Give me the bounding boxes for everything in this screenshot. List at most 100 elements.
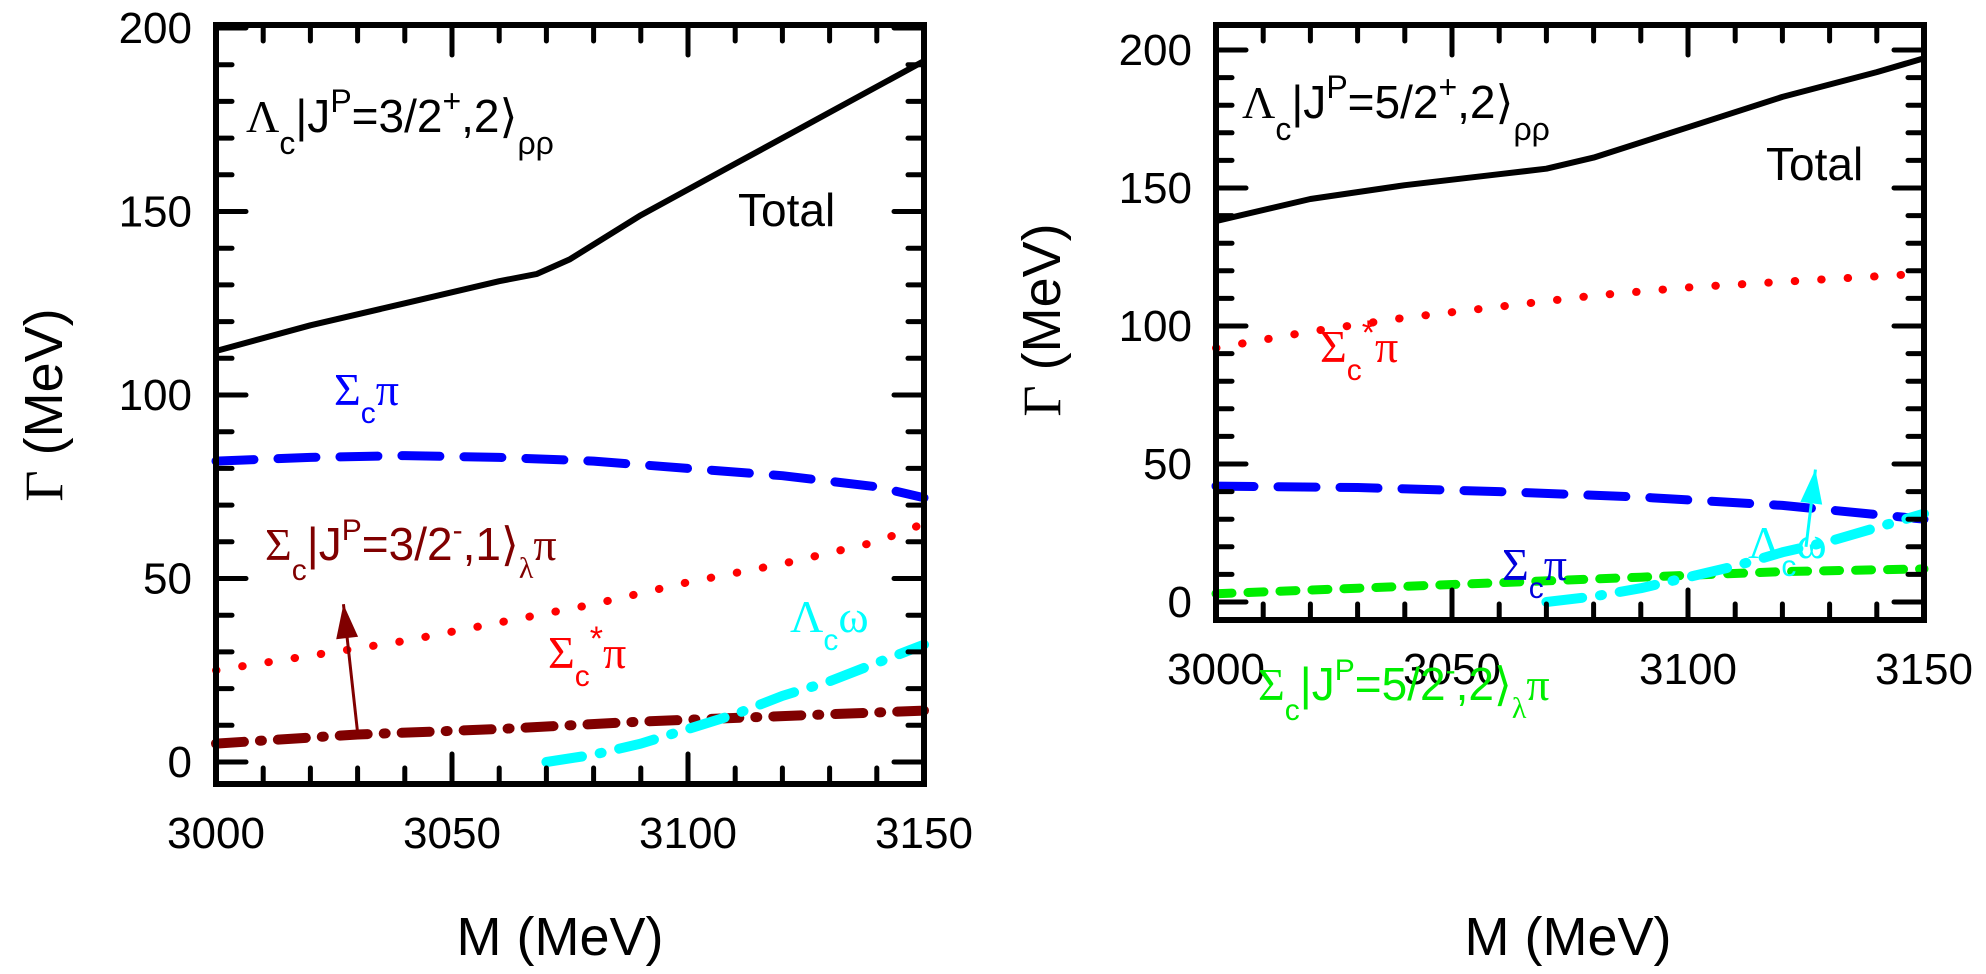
tail: ,2⟩	[1456, 658, 1512, 710]
y-tick-label: 0	[168, 738, 192, 787]
x-tick-label: 3150	[1875, 645, 1973, 694]
left-panel: 3000 3050 3100 3150 0 50 100 150 200 M (MeV) Γ (…	[14, 4, 973, 967]
sub-c: c	[292, 554, 307, 587]
title-mid: |J	[1291, 76, 1326, 128]
series-c-line	[1211, 481, 1929, 524]
pi: π	[1526, 659, 1549, 710]
y-tick-label: 0	[1168, 578, 1192, 627]
title-sub1: c	[279, 125, 295, 161]
title-rest: =3/2	[352, 90, 443, 142]
y-tick-label: 100	[1119, 302, 1192, 351]
title-tail: ,2⟩	[461, 90, 517, 142]
right-y-axis-title: Γ (MeV)	[1012, 223, 1072, 416]
gamma-symbol: Γ	[14, 470, 74, 501]
sigma: Σ	[265, 519, 292, 570]
plot-frame	[213, 22, 927, 787]
title-sub2: ρρ	[1513, 111, 1549, 147]
title-sup2: +	[442, 83, 461, 119]
y-tick-label: 50	[143, 555, 192, 604]
omega: ω	[838, 591, 868, 642]
x-tick-label: 3000	[1167, 645, 1265, 694]
left-label-sigma-c-excited: Σc|JP=3/2-,1⟩λπ	[265, 514, 557, 587]
sub-c: c	[1529, 572, 1544, 605]
y-tick-label: 200	[1119, 26, 1192, 75]
series-total-line	[213, 58, 927, 354]
right-label-sigma-c-pi: Σcπ	[1502, 539, 1567, 605]
title-mid: |J	[295, 90, 330, 142]
plot-frame	[1213, 22, 1927, 623]
right-label-sigma-c-excited: Σc|JP=5/2-,2⟩λπ	[1258, 654, 1550, 727]
title-rest: =5/2	[1348, 76, 1439, 128]
series-c-j-p-3-2-1-line	[211, 705, 929, 749]
mid: |J	[307, 518, 342, 570]
tail: ,1⟩	[463, 518, 519, 570]
right-tick-labels: 3000 3050 3100 3150 0 50 100 150 200	[1119, 26, 1973, 694]
right-panel-title: Λc|JP=5/2+,2⟩ρρ	[1242, 69, 1550, 147]
right-arrow	[1800, 469, 1823, 547]
x-tick-label: 3050	[403, 809, 501, 858]
x-tick-label: 3050	[1403, 645, 1501, 694]
series-c-line	[1212, 269, 1928, 353]
left-tick-labels: 3000 3050 3100 3150 0 50 100 150 200	[119, 4, 973, 858]
x-tick-label: 3100	[1639, 645, 1737, 694]
sup-p: P	[1335, 654, 1355, 687]
sup-minus: -	[1446, 654, 1456, 687]
series-c-j-p-5-2-2-line	[1211, 564, 1929, 599]
rest: =5/2	[1355, 658, 1446, 710]
title-sup1: P	[1326, 69, 1347, 105]
left-label-total: Total	[738, 184, 835, 236]
sup-star: *	[590, 620, 603, 658]
series-c-line	[1541, 508, 1929, 607]
mid: |J	[1300, 658, 1335, 710]
title-sub1: c	[1275, 111, 1291, 147]
left-label-sigma-c-star-pi: Σc*π	[548, 620, 626, 693]
pi: π	[603, 627, 626, 678]
sub-c: c	[575, 660, 590, 693]
sup-p: P	[342, 514, 362, 547]
arrow-head-icon	[336, 604, 359, 640]
omega: ω	[1796, 517, 1826, 568]
y-tick-label: 150	[119, 188, 192, 237]
sigma: Σ	[334, 364, 361, 415]
sub-c: c	[1285, 694, 1300, 727]
sub-c: c	[1347, 354, 1362, 387]
title-lambda: Λ	[1242, 77, 1275, 128]
left-series-layer	[211, 58, 929, 767]
pi: π	[1375, 321, 1398, 372]
sub-c: c	[823, 624, 838, 657]
pi: π	[533, 519, 556, 570]
left-label-lambda-c-omega: Λcω	[790, 591, 869, 657]
gamma-symbol: Γ	[1012, 385, 1072, 416]
y-tick-label: 50	[1143, 440, 1192, 489]
sub-lambda: λ	[1512, 692, 1527, 725]
left-panel-title: Λc|JP=3/2+,2⟩ρρ	[246, 83, 554, 161]
right-x-axis-title: M (MeV)	[1465, 907, 1672, 967]
rest: =3/2	[362, 518, 453, 570]
title-tail: ,2⟩	[1457, 76, 1513, 128]
sigma: Σ	[1320, 321, 1347, 372]
lambda: Λ	[1748, 517, 1781, 568]
sub-c: c	[361, 397, 376, 430]
sup-star: *	[1362, 314, 1375, 352]
y-tick-label: 100	[119, 371, 192, 420]
y-tick-label: 150	[1119, 164, 1192, 213]
y-unit: (MeV)	[14, 308, 74, 470]
left-frame	[213, 22, 927, 787]
lambda: Λ	[790, 591, 823, 642]
x-tick-label: 3150	[875, 809, 973, 858]
sigma: Σ	[1258, 659, 1285, 710]
right-label-total: Total	[1766, 138, 1863, 190]
left-arrow	[336, 604, 360, 733]
left-label-sigma-c-pi: Σcπ	[334, 364, 399, 430]
sup-minus: -	[453, 514, 463, 547]
pi: π	[376, 364, 399, 415]
pi: π	[1544, 539, 1567, 590]
title-sup2: +	[1438, 69, 1457, 105]
arrow-head-icon	[1800, 469, 1823, 505]
left-y-axis-title: Γ (MeV)	[14, 308, 74, 501]
series-total-line	[1213, 55, 1927, 225]
sub-lambda: λ	[519, 552, 534, 585]
sigma: Σ	[548, 627, 575, 678]
right-label-sigma-c-star-pi: Σc*π	[1320, 314, 1398, 387]
